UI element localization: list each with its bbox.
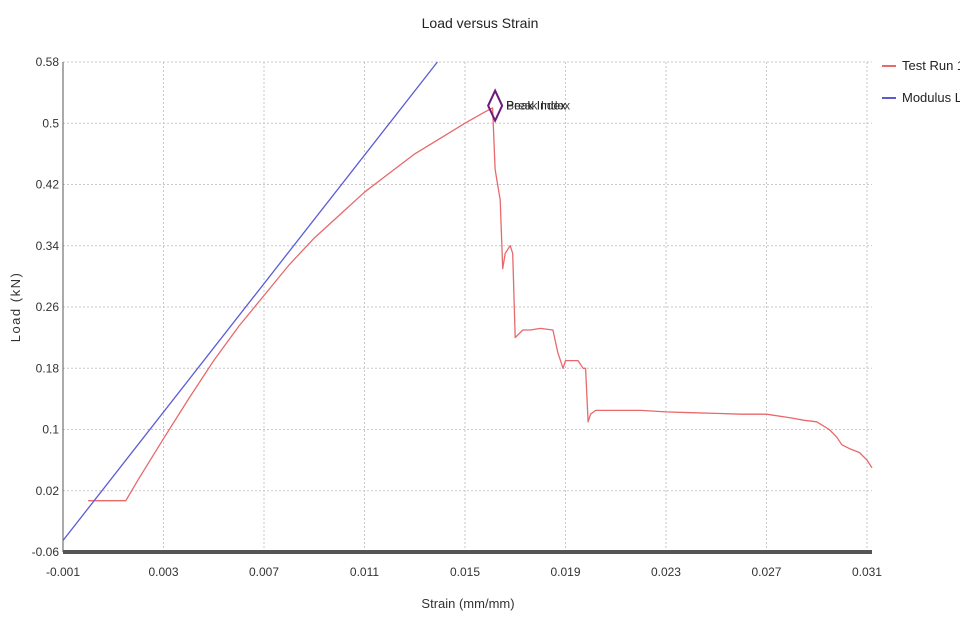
y-tick-label: 0.26 [36, 300, 60, 314]
x-tick-label: 0.007 [249, 565, 279, 579]
series-line-test-run-1 [88, 107, 873, 502]
series-layer [62, 61, 873, 541]
y-axis-title: Load (kN) [8, 272, 23, 343]
grid-layer [63, 61, 872, 552]
y-tick-label: 0.5 [42, 116, 59, 130]
legend-label: Modulus Line [902, 90, 960, 105]
y-tick-label: 0.02 [36, 484, 60, 498]
x-tick-label: 0.003 [148, 565, 178, 579]
y-tick-label: 0.18 [36, 361, 60, 375]
series-line-modulus [62, 61, 438, 541]
peak-index-label: Peak Index [506, 99, 566, 113]
x-tick-label: 0.019 [550, 565, 580, 579]
x-tick-label: -0.001 [46, 565, 80, 579]
x-tick-label: 0.031 [852, 565, 882, 579]
x-tick-label: 0.011 [350, 565, 379, 579]
x-tick-label: 0.015 [450, 565, 480, 579]
x-tick-label: 0.023 [651, 565, 681, 579]
y-tick-label: 0.42 [36, 178, 60, 192]
legend-label: Test Run 1 [902, 58, 960, 73]
chart-title: Load versus Strain [422, 15, 539, 31]
legend: Test Run 1 Modulus Line [882, 58, 960, 105]
y-tick-label: -0.06 [32, 545, 60, 559]
break-index-label: Break Index [506, 99, 570, 113]
axes: -0.001 0.003 0.007 0.011 0.015 0.019 0.023 0.02… [32, 55, 883, 579]
y-tick-label: 0.34 [36, 239, 60, 253]
y-tick-label: 0.1 [42, 423, 59, 437]
break-index-marker [487, 88, 504, 124]
x-tick-label: 0.027 [751, 565, 781, 579]
y-tick-label: 0.58 [36, 55, 60, 69]
x-axis-title: Strain (mm/mm) [421, 596, 514, 611]
